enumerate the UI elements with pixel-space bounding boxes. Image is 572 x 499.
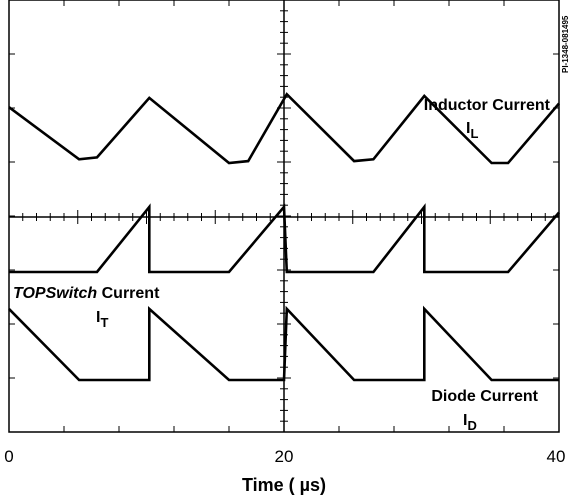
series-label-inductor-current: Inductor Current [424, 97, 551, 114]
series-label-topswitch-current: TOPSwitch Current [13, 285, 160, 302]
series-subscript-topswitch: T [100, 315, 108, 330]
trace-diode-current [8, 305, 559, 382]
series-symbol-inductor-current: IL [466, 120, 478, 141]
series-symbol-diode-current: ID [463, 412, 477, 433]
x-tick-label-20: 20 [275, 447, 294, 466]
trace-topswitch-current [9, 203, 560, 274]
series-symbol-base-diode: I [463, 412, 467, 429]
series-label-topswitch-italic: TOPSwitch [13, 285, 97, 302]
trace-inductor-current [8, 92, 560, 165]
series-symbol-topswitch-current: IT [96, 309, 108, 330]
series-subscript-inductor: L [470, 126, 478, 141]
series-label-diode-current: Diode Current [431, 388, 538, 405]
series-subscript-diode: D [467, 418, 476, 433]
x-tick-label-40: 40 [547, 447, 566, 466]
traces [8, 92, 560, 382]
x-tick-label-0: 0 [4, 447, 13, 466]
series-symbol-base-topswitch: I [96, 309, 100, 326]
reference-code: PI-1348-081495 [561, 15, 570, 73]
series-label-topswitch-plain: Current [97, 285, 160, 302]
x-axis-label: Time ( µs) [242, 475, 326, 495]
series-symbol-base-inductor: I [466, 120, 470, 137]
